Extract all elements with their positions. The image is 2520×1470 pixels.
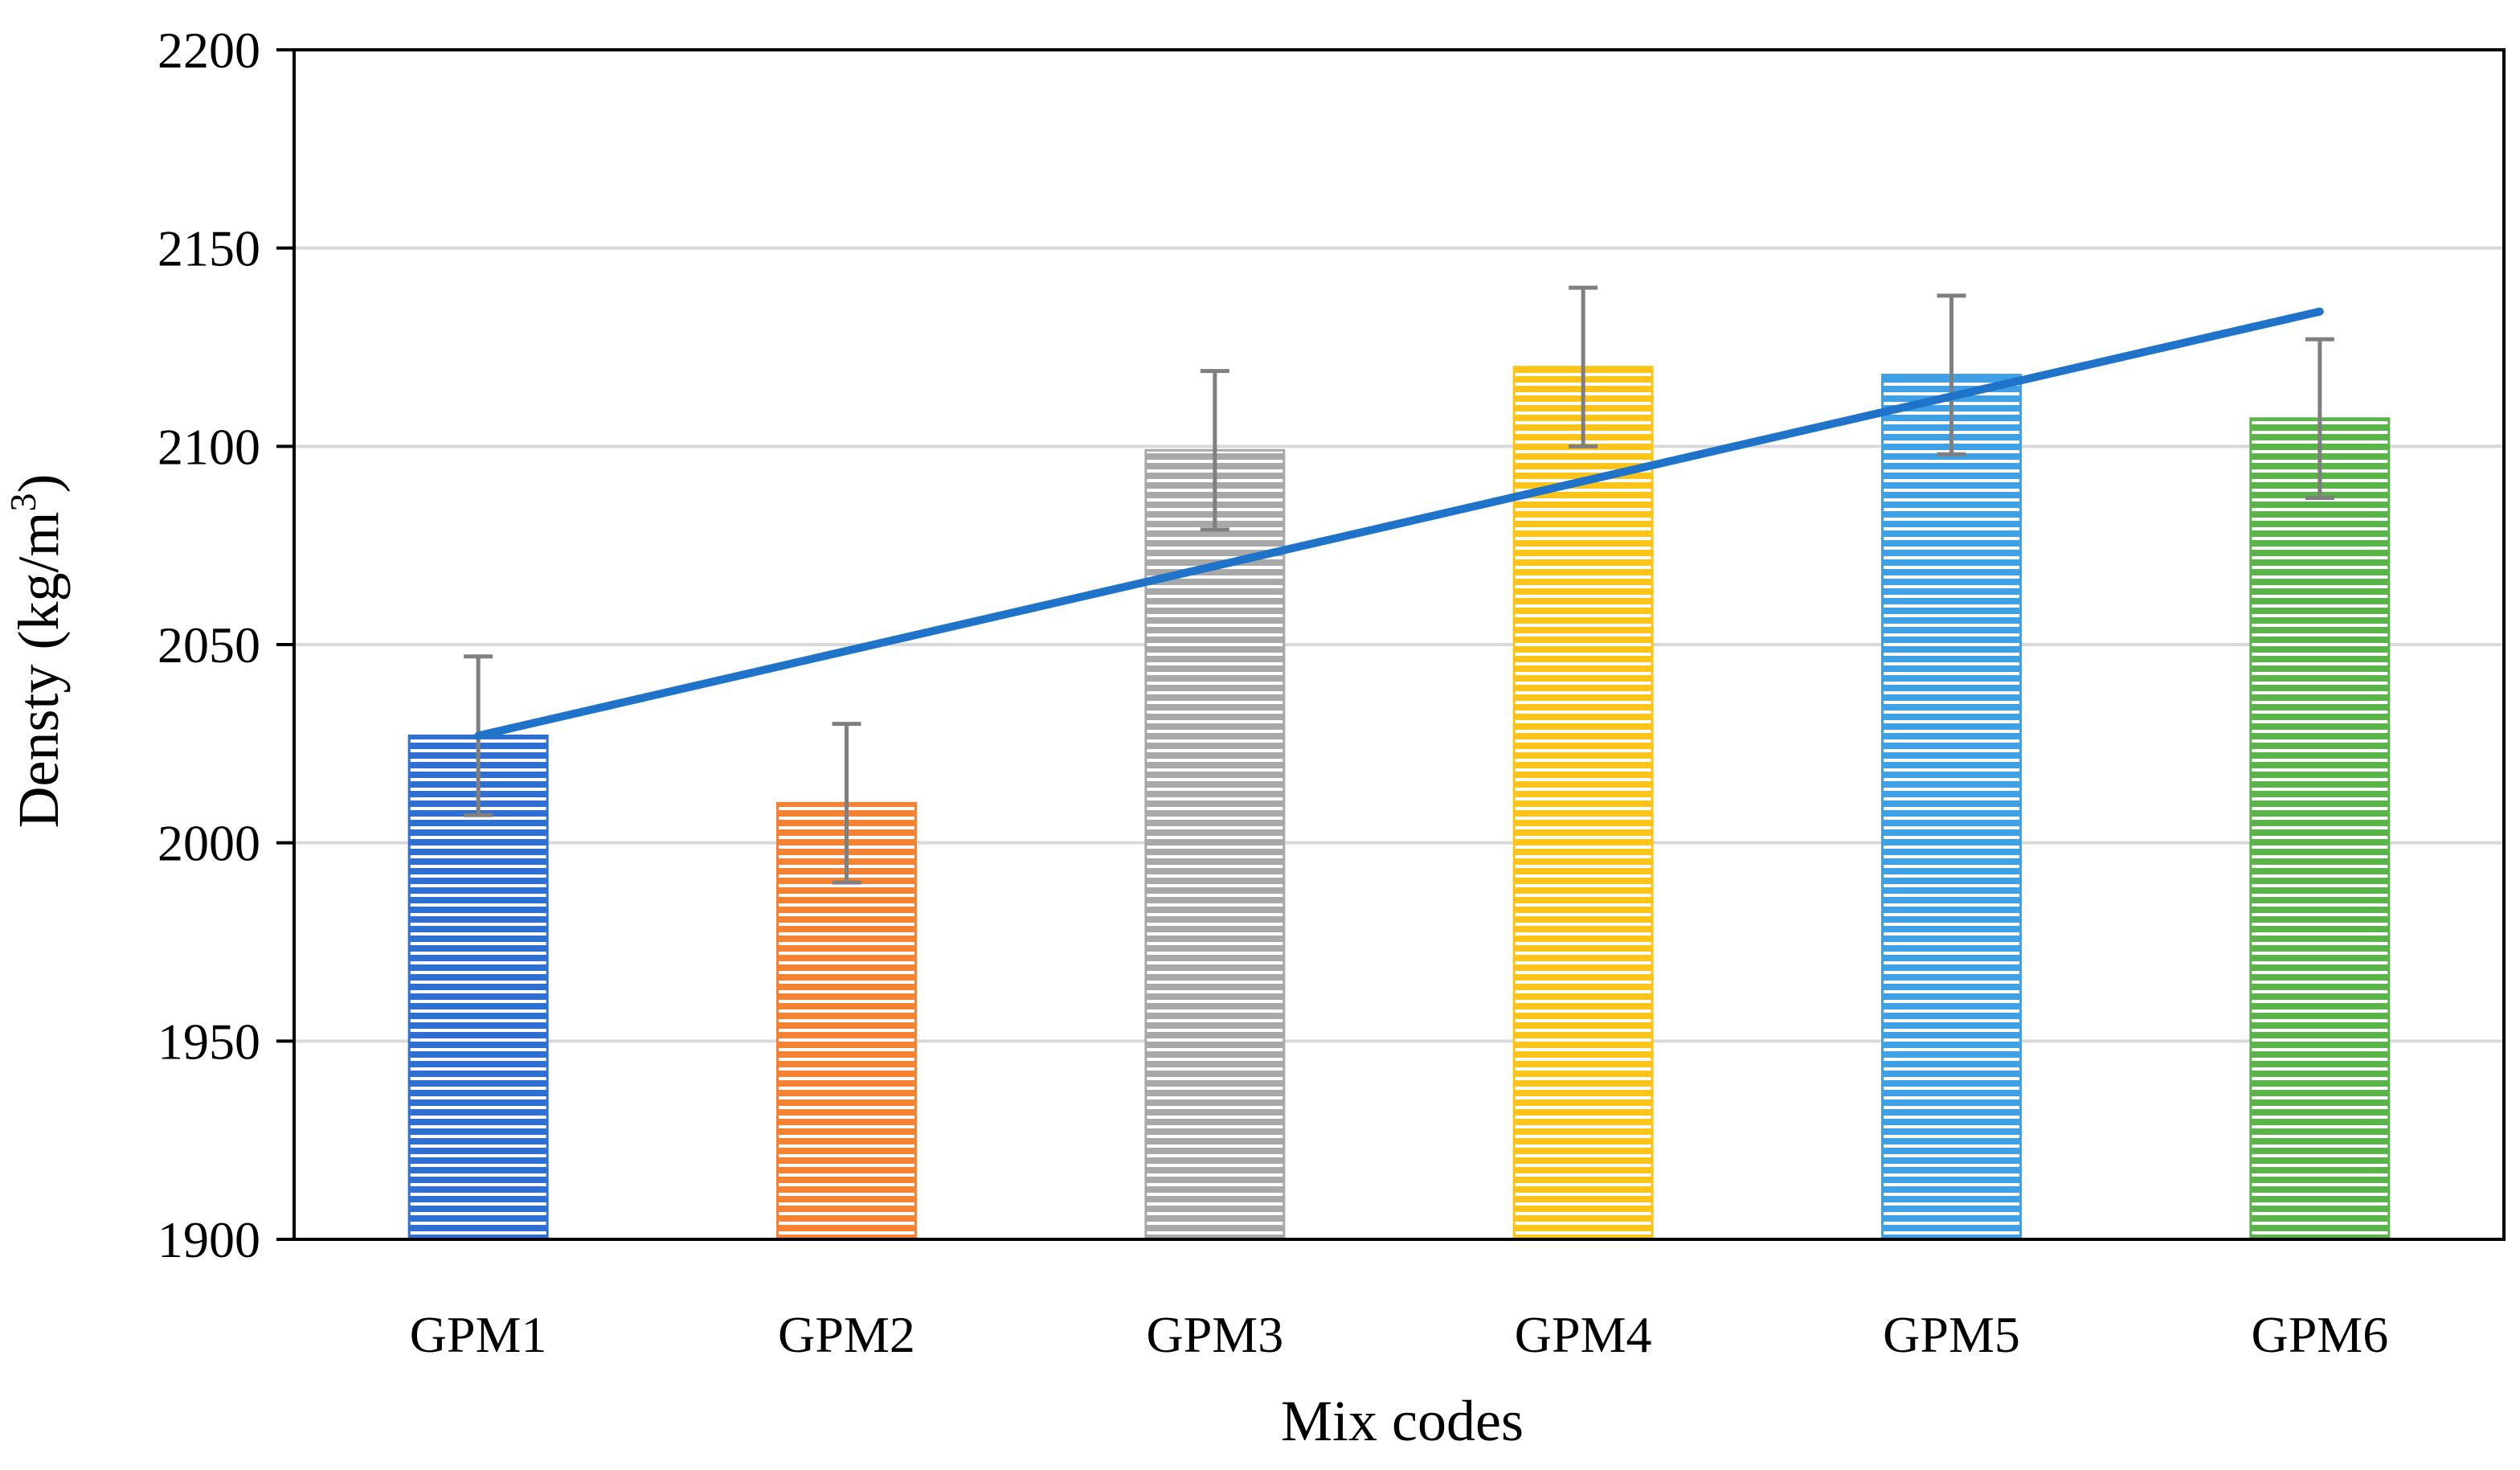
y-axis-title: Densty (kg/m3) xyxy=(2,474,71,829)
y-tick-label: 1950 xyxy=(158,1013,260,1070)
x-tick-label: GPM6 xyxy=(2251,1306,2388,1363)
trendline xyxy=(474,307,2324,740)
error-bar-gpm2 xyxy=(832,722,861,885)
error-bar-gpm4 xyxy=(1569,285,1598,448)
y-tick-label: 1900 xyxy=(158,1211,260,1268)
y-axis-title-superscript: 3 xyxy=(2,493,43,512)
grid-lines xyxy=(294,48,2504,1043)
x-axis-title: Mix codes xyxy=(1281,1389,1524,1453)
x-tick-label: GPM2 xyxy=(778,1306,915,1363)
tick-labels: 1900 1950 2000 2050 2100 2150 2200 GPM1 GPM2 GPM3… xyxy=(158,22,2388,1363)
error-bars xyxy=(464,285,2334,885)
y-axis-title-close: ) xyxy=(6,474,71,493)
y-tick-label: 2050 xyxy=(158,616,260,674)
plot-frame xyxy=(292,48,2506,1241)
x-tick-label: GPM5 xyxy=(1883,1306,2020,1363)
y-tick-label: 2150 xyxy=(158,220,260,277)
x-tick-label: GPM4 xyxy=(1515,1306,1652,1363)
y-tick-label: 2200 xyxy=(158,22,260,79)
bar-gpm4 xyxy=(1512,366,1654,1241)
error-bar-gpm6 xyxy=(2305,337,2334,500)
error-bar-gpm5 xyxy=(1937,293,1966,457)
y-axis-title-main: Densty (kg/m xyxy=(6,512,71,829)
bar-gpm6 xyxy=(2249,417,2391,1241)
y-tick-label: 2100 xyxy=(158,418,260,475)
bars xyxy=(407,366,2391,1241)
y-tick-label: 2000 xyxy=(158,815,260,872)
error-bar-gpm3 xyxy=(1200,369,1229,532)
bar-gpm5 xyxy=(1881,374,2022,1241)
bar-gpm3 xyxy=(1144,448,1286,1241)
trendline-group xyxy=(474,307,2324,740)
x-tick-label: GPM3 xyxy=(1146,1306,1283,1363)
axes xyxy=(276,48,2506,1241)
x-tick-label: GPM1 xyxy=(410,1306,547,1363)
